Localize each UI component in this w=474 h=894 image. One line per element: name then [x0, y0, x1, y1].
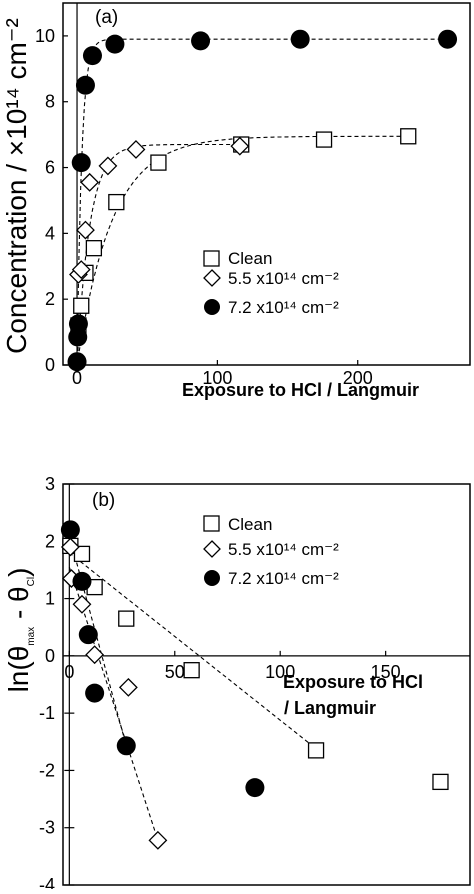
panel-a-point-7p2	[191, 31, 211, 51]
panel-a-x-tick-label: 0	[72, 368, 82, 388]
panel-a-x-tick-label: 100	[202, 368, 232, 388]
panel-a-point-clean	[400, 128, 417, 145]
panel-b-point-7p2	[116, 736, 136, 756]
panel-b-fit-lines	[68, 535, 317, 841]
legend-label-clean: Clean	[228, 249, 272, 268]
panel-b-x-axis-title-line1: Exposure to HCl	[283, 672, 423, 692]
panel-a-y-tick-label: 8	[45, 92, 55, 112]
panel-b-point-7p2	[78, 625, 98, 645]
panel-a-point-clean	[85, 240, 103, 257]
panel-b-point-5p5	[118, 677, 138, 697]
panel-a-fit-7p2	[76, 38, 448, 366]
panel-b-y-tick-label: 0	[45, 646, 55, 666]
panel-a-y-tick-label: 6	[45, 158, 55, 178]
panel-a-point-7p2	[105, 34, 125, 54]
legend-marker-diamond	[203, 540, 221, 558]
panel-b-point-5p5	[148, 830, 168, 850]
panel-b-y-tick-label: -3	[39, 818, 55, 838]
panel-b-data-points	[60, 520, 449, 850]
panel-a-y-tick-label: 4	[45, 223, 55, 243]
legend-marker-diamond	[203, 269, 221, 287]
panel-a-point-7p2	[290, 29, 310, 49]
panel-a-point-5p5	[98, 156, 118, 176]
panel-b-legend: Clean 5.5 x10¹⁴ cm⁻² 7.2 x10¹⁴ cm⁻²	[203, 515, 339, 588]
panel-b-frame	[62, 483, 471, 886]
panel-b-fit-5p5	[68, 566, 159, 841]
panel-b-fit-clean	[68, 552, 317, 750]
panel-a-point-clean	[73, 297, 90, 314]
panel-a-point-5p5	[126, 140, 146, 159]
legend-marker-square	[203, 515, 220, 532]
panel-a-point-7p2	[75, 75, 95, 95]
panel-a-point-5p5	[71, 260, 91, 279]
panel-b-point-clean	[183, 662, 200, 679]
panel-a-x-axis-title: Exposure to HCl / Langmuir	[182, 380, 419, 400]
legend-label-5p5: 5.5 x10¹⁴ cm⁻²	[228, 540, 339, 559]
panel-a-point-5p5	[76, 220, 95, 240]
panel-a-x-tick-label: 200	[343, 368, 373, 388]
panel-b-y-tick-label: 3	[45, 474, 55, 494]
panel-b-y-tick-label: -1	[39, 703, 55, 723]
panel-b-y-tick-label: -2	[39, 760, 55, 780]
panel-b-x-tick-label: 100	[265, 662, 295, 682]
panel-a-y-tick-label: 0	[45, 355, 55, 375]
panel-a-point-7p2	[82, 46, 102, 66]
panel-a-point-clean	[108, 193, 125, 211]
panel-b-label: (b)	[92, 490, 115, 511]
panel-a-y-tick-label: 10	[35, 26, 55, 46]
panel-b-point-clean	[432, 773, 449, 791]
panel-b-fit-7p2	[68, 535, 127, 746]
panel-a-point-7p2	[67, 352, 87, 372]
panel-a-point-5p5	[230, 136, 250, 156]
legend-marker-circle	[204, 570, 220, 586]
panel-b-x-tick-label: 0	[64, 662, 74, 682]
panel-b-y-tick-label: 1	[45, 589, 55, 609]
panel-a-point-7p2	[438, 29, 458, 49]
panel-b-point-7p2	[60, 520, 80, 540]
panel-b-point-clean	[118, 610, 135, 627]
panel-a-y-axis-title: Concentration / ×10¹⁴ cm⁻²	[1, 18, 32, 354]
panel-a-data-points	[67, 29, 458, 373]
panel-a-point-7p2	[68, 314, 88, 334]
panel-b-point-clean	[307, 742, 325, 759]
panel-b-y-tick-label: 2	[45, 531, 55, 551]
panel-a-point-clean	[150, 154, 167, 171]
panel-a-y-tick-label: 2	[45, 289, 55, 309]
panel-b-x-tick-label: 150	[371, 662, 401, 682]
panel-b-y-tick-label: -4	[39, 875, 55, 889]
panel-b: -4 -3 -2 -1 0 1 2 3 0 50 100 150 (b) Exposure to HC…	[3, 474, 471, 894]
legend-marker-square	[203, 250, 220, 267]
panel-b-point-5p5	[85, 645, 105, 665]
panel-a-legend: Clean 5.5 x10¹⁴ cm⁻² 7.2 x10¹⁴ cm⁻²	[203, 249, 339, 317]
legend-label-5p5: 5.5 x10¹⁴ cm⁻²	[228, 269, 339, 288]
panel-a-point-clean	[315, 131, 333, 148]
panel-b-point-7p2	[85, 683, 105, 703]
panel-a-label: (a)	[95, 7, 118, 28]
panel-a-point-7p2	[71, 153, 91, 173]
legend-marker-circle	[204, 299, 220, 315]
panel-b-x-tick-label: 50	[165, 662, 185, 682]
panel-a-frame	[62, 2, 471, 366]
panel-b-point-clean	[73, 545, 91, 563]
panel-b-x-axis-title-line2: / Langmuir	[284, 698, 376, 718]
panel-b-point-5p5	[60, 537, 80, 557]
legend-label-7p2: 7.2 x10¹⁴ cm⁻²	[228, 298, 339, 317]
panel-b-ticks: -4 -3 -2 -1 0 1 2 3 0 50 100 150	[39, 474, 470, 894]
panel-b-y-axis-title: ln(θmax - θCl)	[3, 568, 37, 693]
legend-label-clean: Clean	[228, 515, 272, 534]
legend-label-7p2: 7.2 x10¹⁴ cm⁻²	[228, 569, 339, 588]
panel-b-point-7p2	[245, 778, 265, 798]
panel-a-point-5p5	[80, 172, 100, 192]
panel-b-point-7p2	[72, 571, 92, 591]
panel-b-point-5p5	[72, 594, 92, 614]
